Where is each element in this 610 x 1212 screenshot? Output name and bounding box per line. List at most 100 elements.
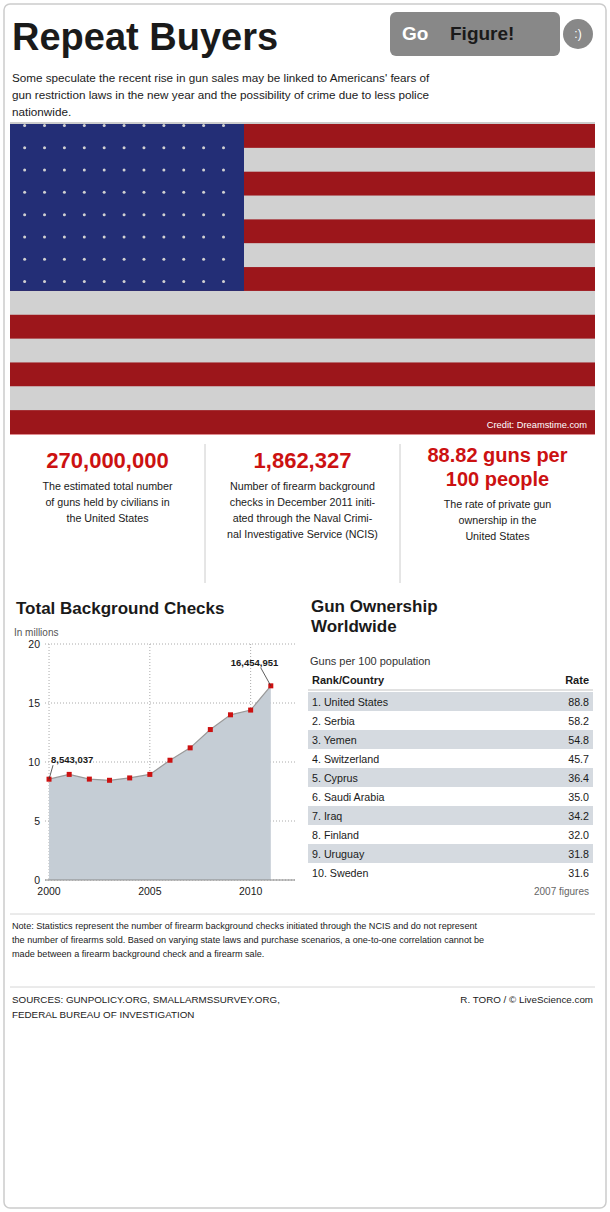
table-country: 5. Cyprus: [312, 772, 358, 784]
text-line: Worldwide: [311, 617, 397, 636]
table-note: 2007 figures: [534, 886, 589, 897]
text-line: 88.82 guns per: [427, 444, 567, 466]
marker: [67, 772, 72, 777]
rule: [10, 987, 595, 988]
text-line: nationwide.: [12, 105, 71, 118]
table-row-shade: [308, 730, 593, 749]
text-line: ated through the Naval Crimi-: [233, 512, 373, 524]
page: Repeat Buyers Go Figure!:) Some speculate t…: [0, 0, 610, 1212]
stat-desc: Number of firearm background checks in De…: [227, 480, 378, 540]
chart-title: Total Background Checks: [16, 599, 224, 618]
badge-bg: [390, 12, 560, 56]
text-line: the number of firearms sold. Based on va…: [12, 935, 484, 945]
table-row-shade: [308, 768, 593, 787]
stat-value: 1,862,327: [254, 448, 352, 473]
marker: [228, 712, 233, 717]
x-tick-label: 2010: [239, 885, 263, 897]
y-tick-label: 20: [28, 638, 40, 650]
y-tick-label: 0: [34, 874, 40, 886]
marker: [208, 727, 213, 732]
x-tick-label: 2000: [37, 885, 61, 897]
text-line: Number of firearm background: [230, 480, 375, 492]
sources: SOURCES: GUNPOLICY.ORG, SMALLARMSSURVEY.…: [12, 994, 280, 1020]
marker: [87, 777, 92, 782]
text-line: gun restriction laws in the new year and…: [12, 88, 429, 101]
stat-value: 270,000,000: [46, 448, 168, 473]
table-country: 8. Finland: [312, 829, 359, 841]
marker: [168, 758, 173, 763]
stat-desc: The rate of private gunownership in theU…: [444, 498, 552, 542]
table-country: 2. Serbia: [312, 715, 355, 727]
marker: [127, 775, 132, 780]
label-leader: [261, 668, 271, 686]
table-rate: 31.6: [568, 867, 589, 879]
table-header: Rank/Country: [312, 674, 385, 686]
text-line: of guns held by civilians in: [45, 496, 169, 508]
y-tick-label: 5: [34, 815, 40, 827]
table-header: Rate: [565, 674, 589, 686]
marker: [107, 778, 112, 783]
data-label: 8,543,037: [51, 754, 93, 765]
table-rate: 58.2: [568, 715, 589, 727]
badge-text: Go: [402, 23, 428, 44]
table-title: Gun OwnershipWorldwide: [311, 597, 438, 636]
badge: Go Figure!:): [390, 12, 593, 56]
table-country: 4. Switzerland: [312, 753, 379, 765]
table-rate: 54.8: [568, 734, 589, 746]
table-rate: 34.2: [568, 810, 589, 822]
table-rate: 36.4: [568, 772, 589, 784]
chart: 0 5 10 15 20 2000 2005 2010 8,543,037 16,454,951: [28, 638, 295, 898]
grid-line: [45, 880, 295, 881]
text-line: made between a firearm background check …: [12, 949, 264, 959]
x-axis: [45, 880, 295, 881]
badge-smiley: :): [574, 27, 581, 41]
data-label: 16,454,951: [231, 657, 279, 668]
badge-text: Figure!: [450, 23, 514, 44]
text-line: checks in December 2011 initi-: [230, 496, 376, 508]
rule: [10, 914, 595, 915]
marker: [147, 772, 152, 777]
table-country: 7. Iraq: [312, 810, 342, 822]
subtitle: Some speculate the recent rise in gun sa…: [12, 71, 430, 118]
image-overlay: [10, 124, 595, 434]
plot-area: [47, 683, 274, 880]
separator: [10, 122, 595, 124]
text-line: The rate of private gun: [444, 498, 552, 510]
badge-circle: [563, 19, 593, 49]
text-line: FEDERAL BUREAU OF INVESTIGATION: [12, 1009, 194, 1020]
stat-value: 88.82 guns per100 people: [427, 444, 567, 490]
table-rate: 45.7: [568, 753, 589, 765]
x-tick-label: 2005: [138, 885, 162, 897]
table-rule: [308, 690, 593, 691]
y-tick-label: 15: [28, 697, 40, 709]
title: Repeat Buyers: [12, 16, 278, 58]
table-country: 9. Uruguay: [312, 848, 365, 860]
credit-right: R. TORO / © LiveScience.com: [460, 994, 593, 1005]
text-line: nal Investigative Service (NCIS): [227, 528, 378, 540]
area: [49, 686, 271, 880]
chart-subtitle: In millions: [14, 627, 58, 638]
text-line: Note: Statistics represent the number of…: [12, 921, 478, 931]
grid-line: [45, 644, 295, 645]
divider: [205, 444, 206, 583]
table-rate: 32.0: [568, 829, 589, 841]
y-tick-label: 10: [28, 756, 40, 768]
table-country: 3. Yemen: [312, 734, 357, 746]
text-line: Gun Ownership: [311, 597, 438, 616]
divider: [400, 444, 401, 583]
text-line: SOURCES: GUNPOLICY.ORG, SMALLARMSSURVEY.…: [12, 994, 280, 1005]
table-country: 10. Sweden: [312, 867, 369, 879]
note: Note: Statistics represent the number of…: [12, 921, 484, 959]
marker: [188, 745, 193, 750]
text-line: ownership in the: [459, 514, 537, 526]
table-row-shade: [308, 806, 593, 825]
table-rate: 88.8: [568, 696, 589, 708]
border: [4, 4, 606, 1208]
table-rate: 31.8: [568, 848, 589, 860]
image: Credit: Dreamstime.com: [10, 124, 595, 435]
line: [49, 686, 271, 780]
table-country: 1. United States: [312, 696, 388, 708]
table-row-shade: [308, 844, 593, 863]
table-row-shade: [308, 692, 593, 711]
table-rate: 35.0: [568, 791, 589, 803]
